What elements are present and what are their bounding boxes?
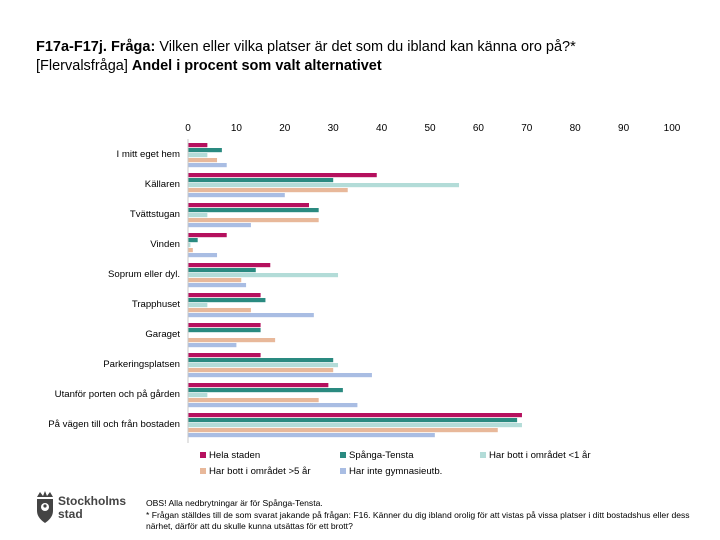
bar: [188, 413, 522, 418]
bar: [188, 328, 261, 333]
footnote-line1: OBS! Alla nedbrytningar är för Spånga-Te…: [146, 498, 323, 508]
x-tick-label: 20: [279, 123, 291, 134]
bar: [188, 423, 522, 428]
bar: [188, 178, 334, 183]
category-label: Garaget: [145, 329, 180, 340]
bar: [188, 388, 343, 393]
legend-label: Har bott i området <1 år: [489, 450, 591, 461]
bar: [188, 208, 319, 213]
logo-line2: stad: [58, 507, 83, 521]
category-label: Vinden: [150, 239, 180, 250]
x-tick-label: 30: [328, 123, 340, 134]
x-tick-label: 70: [521, 123, 533, 134]
bar: [188, 383, 329, 388]
bar: [188, 403, 358, 408]
bar: [188, 313, 314, 318]
bar: [188, 283, 247, 288]
bar: [188, 183, 460, 188]
bar: [188, 428, 498, 433]
bar: [188, 338, 276, 343]
legend-label: Har bott i området >5 år: [209, 466, 311, 477]
x-tick-label: 100: [664, 123, 681, 134]
bar: [188, 153, 208, 158]
legend-swatch: [340, 468, 346, 474]
question-text: Vilken eller vilka platser är det som du…: [159, 39, 576, 55]
question-code: F17a-F17j.: [36, 39, 107, 55]
bar: [188, 243, 191, 248]
legend-swatch: [340, 452, 346, 458]
bar: [188, 268, 256, 273]
bar: [188, 278, 242, 283]
x-tick-label: 10: [231, 123, 243, 134]
bar: [188, 233, 227, 238]
category-label: Soprum eller dyl.: [108, 269, 180, 280]
footnote-line2: * Frågan ställdes till de som svarat jak…: [146, 509, 690, 532]
bar: [188, 248, 193, 253]
bar: [188, 158, 218, 163]
bar: [188, 323, 261, 328]
bar: [188, 308, 251, 313]
bar: [188, 293, 261, 298]
multi-choice-label: [Flervalsfråga]: [36, 58, 128, 74]
bar-chart: 0 10 20 30 40 50 60 70 80 90 100 I mitt eget hem Käl…: [48, 123, 681, 477]
bar: [188, 213, 208, 218]
x-tick-label: 80: [570, 123, 582, 134]
bar: [188, 223, 251, 228]
footnote: OBS! Alla nedbrytningar är för Spånga-Te…: [146, 498, 706, 533]
x-tick-label: 50: [424, 123, 436, 134]
bar: [188, 173, 377, 178]
bar: [188, 273, 339, 278]
logo-line1: Stockholms: [58, 494, 126, 508]
category-label: Källaren: [145, 179, 180, 190]
bar: [188, 343, 237, 348]
category-label: Trapphuset: [132, 299, 181, 310]
bar: [188, 393, 208, 398]
bar: [188, 203, 309, 208]
bar: [188, 263, 271, 268]
legend-label: Har inte gymnasieutb.: [349, 466, 442, 477]
bar: [188, 298, 266, 303]
bar: [188, 303, 208, 308]
bar: [188, 163, 227, 168]
bar: [188, 433, 435, 438]
bar: [188, 373, 372, 378]
bar: [188, 148, 222, 153]
bar: [188, 358, 334, 363]
x-tick-label: 90: [618, 123, 630, 134]
legend-label: Spånga-Tensta: [349, 450, 414, 461]
category-label: I mitt eget hem: [117, 149, 180, 160]
bar: [188, 238, 198, 243]
legend-label: Hela staden: [209, 450, 260, 461]
legend-swatch: [200, 452, 206, 458]
bar: [188, 398, 319, 403]
category-label: Tvättstugan: [130, 209, 180, 220]
bar: [188, 363, 339, 368]
bar: [188, 253, 218, 258]
x-tick-label: 60: [473, 123, 485, 134]
bar: [188, 418, 518, 423]
crown-shield-icon: [37, 491, 53, 523]
bar: [188, 218, 319, 223]
legend-swatch: [480, 452, 486, 458]
chart-title: F17a-F17j. Fråga: Vilken eller vilka pla…: [36, 38, 696, 76]
bar: [188, 368, 334, 373]
bar: [188, 193, 285, 198]
chart-subtitle: Andel i procent som valt alternativet: [131, 58, 382, 74]
bar: [188, 143, 208, 148]
bar: [188, 353, 261, 358]
x-tick-label: 40: [376, 123, 388, 134]
bar: [188, 188, 348, 193]
legend-swatch: [200, 468, 206, 474]
category-label: På vägen till och från bostaden: [48, 419, 180, 430]
x-tick-label: 0: [185, 123, 191, 134]
category-label: Parkeringsplatsen: [103, 359, 180, 370]
category-label: Utanför porten och på gården: [55, 389, 180, 400]
question-label: Fråga:: [110, 39, 156, 55]
stockholms-stad-logo: Stockholms stad: [37, 491, 126, 523]
